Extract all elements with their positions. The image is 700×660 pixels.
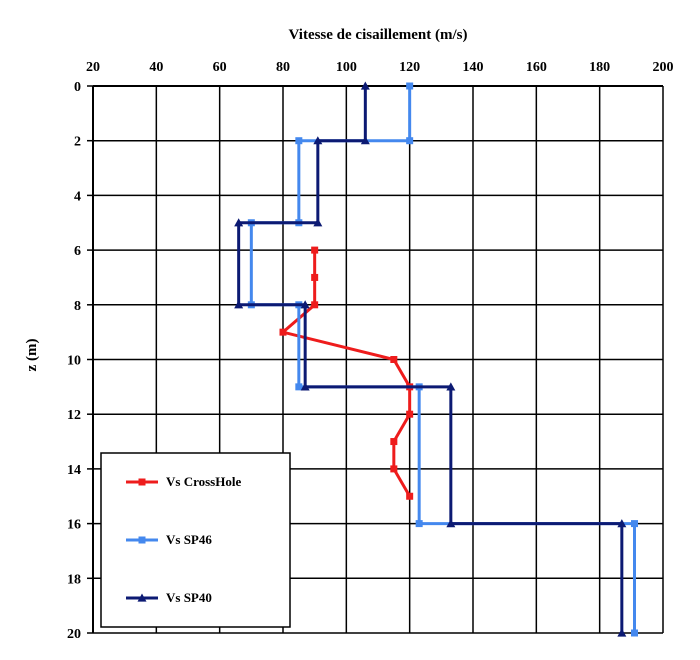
x-tick-label: 200 xyxy=(653,60,674,75)
x-tick-label: 80 xyxy=(276,60,290,75)
legend: Vs CrossHole Vs SP46 Vs SP40 xyxy=(100,452,291,628)
y-tick-label: 20 xyxy=(67,627,81,642)
series-line xyxy=(237,86,624,633)
data-point xyxy=(390,465,398,473)
legend-item: Vs CrossHole xyxy=(126,474,241,489)
data-point xyxy=(415,520,423,528)
data-point xyxy=(300,300,310,309)
x-axis-title: Vitesse de cisaillement (m/s) xyxy=(289,27,468,43)
y-tick-label: 12 xyxy=(67,408,81,423)
x-tick-label: 140 xyxy=(463,60,484,75)
data-point xyxy=(295,383,303,391)
y-tick-label: 0 xyxy=(74,80,81,95)
tick-labels: 20 40 60 80 100 120 140 160 180 200 0 2 4 6 8 10 12 14 16 1… xyxy=(67,60,674,642)
legend-label: Vs SP46 xyxy=(166,532,212,547)
y-tick-label: 10 xyxy=(67,354,81,369)
y-tick-label: 4 xyxy=(74,189,81,204)
legend-item: Vs SP46 xyxy=(126,532,212,547)
data-point xyxy=(311,273,319,281)
data-point xyxy=(446,382,456,391)
y-tick-label: 16 xyxy=(67,518,81,533)
data-point xyxy=(313,136,323,145)
data-point xyxy=(406,410,414,418)
data-point xyxy=(360,81,370,90)
data-point xyxy=(617,628,627,637)
x-tick-label: 160 xyxy=(526,60,547,75)
data-point xyxy=(406,137,414,145)
data-point xyxy=(234,300,244,309)
data-point xyxy=(311,246,319,254)
series-vs-sp40 xyxy=(234,81,627,637)
x-tick-label: 40 xyxy=(149,60,163,75)
data-point xyxy=(360,136,370,145)
x-tick-label: 60 xyxy=(213,60,227,75)
data-point xyxy=(617,519,627,528)
data-point xyxy=(406,492,414,500)
data-point xyxy=(390,356,398,363)
series-line xyxy=(279,250,412,498)
data-point xyxy=(446,519,456,528)
legend-marker xyxy=(138,536,146,544)
legend-marker xyxy=(137,593,147,602)
data-point xyxy=(631,629,638,637)
y-tick-label: 8 xyxy=(74,299,81,314)
data-point xyxy=(279,328,287,336)
y-tick-label: 18 xyxy=(67,572,81,587)
data-series xyxy=(234,81,638,637)
x-tick-label: 180 xyxy=(589,60,610,75)
x-tick-label: 100 xyxy=(336,60,357,75)
x-tick-label: 20 xyxy=(86,60,100,75)
data-point xyxy=(300,382,310,391)
y-axis-title: z (m) xyxy=(24,339,40,372)
data-point xyxy=(631,520,638,528)
data-point xyxy=(390,438,398,446)
y-tick-label: 6 xyxy=(74,244,81,259)
data-point xyxy=(234,218,244,227)
y-tick-label: 2 xyxy=(74,135,81,150)
legend-item: Vs SP40 xyxy=(126,590,212,605)
y-tick-label: 14 xyxy=(67,463,81,478)
data-point xyxy=(313,218,323,227)
legend-label: Vs CrossHole xyxy=(166,474,241,489)
data-point xyxy=(295,137,303,145)
data-point xyxy=(406,82,414,90)
x-tick-label: 120 xyxy=(399,60,420,75)
data-point xyxy=(311,301,319,309)
legend-marker xyxy=(138,478,146,486)
series-vs-crosshole xyxy=(279,246,414,500)
legend-label: Vs SP40 xyxy=(166,590,212,605)
